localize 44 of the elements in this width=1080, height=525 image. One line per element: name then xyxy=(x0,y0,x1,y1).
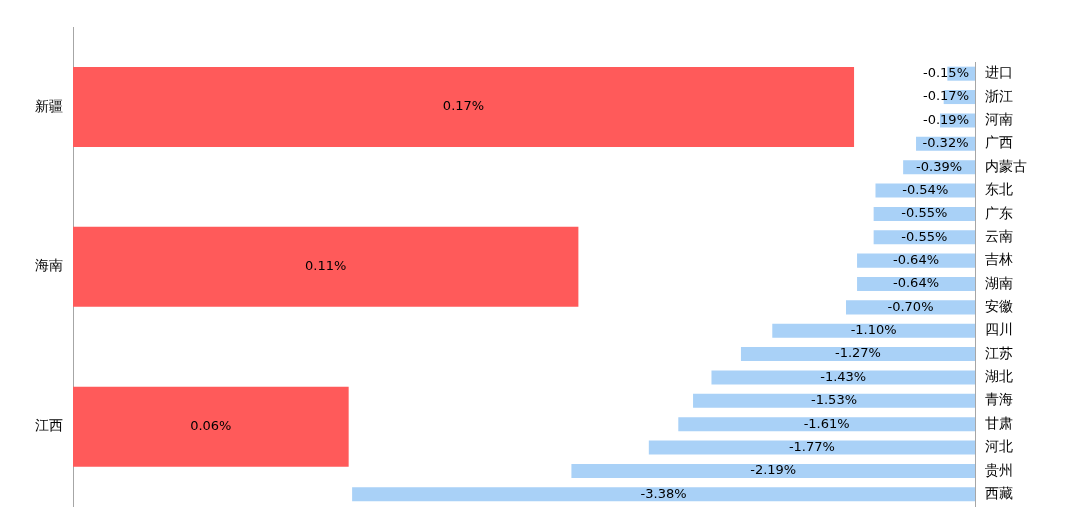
y-tick-label: 河北 xyxy=(985,438,1013,455)
y-tick-label: 河南 xyxy=(985,111,1013,128)
y-tick-label: 吉林 xyxy=(985,251,1013,268)
y-tick-label: 广西 xyxy=(985,134,1013,151)
data-label: -1.27% xyxy=(834,345,881,361)
data-label: -1.43% xyxy=(820,368,867,384)
y-tick-label: 西藏 xyxy=(985,484,1013,501)
y-tick-label: 江西 xyxy=(35,417,63,434)
y-tick-label: 江苏 xyxy=(985,344,1013,361)
data-label: -2.19% xyxy=(750,462,797,478)
data-label: -0.64% xyxy=(893,275,940,291)
y-tick-label: 湖北 xyxy=(985,368,1013,385)
y-tick-label: 海南 xyxy=(35,257,63,274)
data-label: -0.70% xyxy=(887,298,934,314)
data-label: -0.17% xyxy=(923,88,970,104)
y-tick-label: 青海 xyxy=(985,391,1013,408)
data-label: -3.38% xyxy=(640,485,687,501)
y-tick-label: 湖南 xyxy=(985,274,1013,291)
y-tick-label: 浙江 xyxy=(985,87,1013,104)
y-tick-label: 新疆 xyxy=(35,97,63,114)
data-label: -0.32% xyxy=(922,135,969,151)
y-tick-label: 进口 xyxy=(985,64,1013,81)
data-label: -0.54% xyxy=(902,181,949,197)
data-label: -0.19% xyxy=(923,111,970,127)
data-label: -1.61% xyxy=(803,415,850,431)
y-tick-label: 广东 xyxy=(985,204,1013,221)
y-tick-label: 内蒙古 xyxy=(985,157,1027,174)
data-label: -0.55% xyxy=(901,228,948,244)
data-label: 0.11% xyxy=(305,258,347,274)
data-label: 0.06% xyxy=(190,418,232,434)
y-tick-label: 甘肃 xyxy=(985,414,1013,431)
data-label: 0.17% xyxy=(442,98,485,114)
data-label: -0.64% xyxy=(893,252,940,268)
data-label: -1.77% xyxy=(788,438,835,454)
data-label: -1.10% xyxy=(850,322,897,338)
y-tick-label: 四川 xyxy=(985,321,1013,338)
data-label: -0.39% xyxy=(916,158,963,174)
y-tick-label: 安徽 xyxy=(985,298,1013,315)
y-tick-label: 东北 xyxy=(985,181,1013,198)
y-tick-label: 贵州 xyxy=(985,461,1013,478)
y-tick-label: 云南 xyxy=(985,227,1013,244)
data-label: -0.15% xyxy=(923,65,970,81)
data-label: -0.55% xyxy=(901,205,948,221)
data-label: -1.53% xyxy=(811,392,858,408)
